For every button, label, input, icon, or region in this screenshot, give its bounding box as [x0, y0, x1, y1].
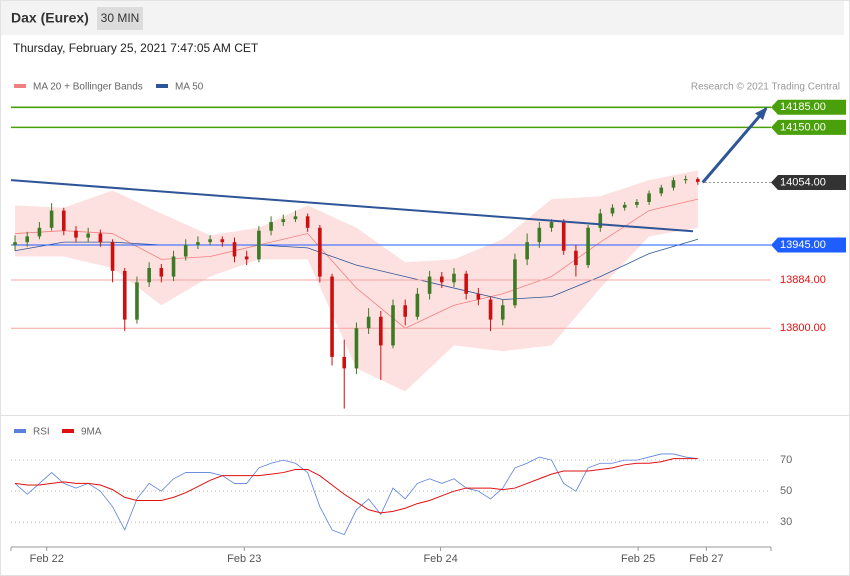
forecast-arrow [701, 107, 768, 184]
candle-body [379, 316, 383, 346]
candle-body [415, 293, 420, 317]
y-tick-label: 30 [780, 516, 792, 528]
ma-line [15, 198, 698, 329]
legend-label: 9MA [81, 427, 102, 438]
level-tag [771, 99, 846, 115]
candle-body [305, 216, 310, 228]
candle-body [74, 230, 78, 238]
candle-body [659, 187, 664, 194]
x-tick-label: Feb 24 [423, 553, 457, 565]
candle-body [232, 242, 237, 257]
candle-body [683, 179, 688, 181]
candle-body [171, 256, 176, 277]
candle-body [281, 219, 286, 223]
candle-body [476, 293, 481, 300]
candle-body [452, 273, 456, 283]
candle-body [561, 222, 566, 251]
candle-body [488, 299, 493, 320]
candle-body [513, 259, 517, 306]
ma-line [14, 238, 698, 300]
candle-body [610, 207, 615, 214]
candle-body [598, 213, 603, 228]
candle-body [464, 273, 468, 294]
interval-label[interactable]: 30 MIN [101, 11, 140, 25]
level-label: 14054.00 [780, 176, 826, 188]
x-tick-label: Feb 23 [227, 553, 261, 565]
level-label: 13945.00 [780, 239, 826, 251]
candle-body [647, 193, 651, 202]
candle-body [269, 222, 273, 231]
level-tag [771, 237, 846, 253]
x-tick-label: Feb 25 [621, 553, 655, 565]
candle-body [61, 210, 66, 231]
candle-body [403, 305, 408, 317]
candle-body [342, 356, 347, 369]
legend-swatch [156, 84, 168, 88]
candle-body [696, 179, 700, 182]
candle-body [391, 305, 395, 346]
level-tag [771, 119, 846, 135]
candle-body [135, 282, 139, 320]
candle-body [427, 276, 432, 294]
candle-body [244, 256, 249, 260]
candle-body [98, 233, 103, 243]
candle-body [318, 227, 322, 277]
credit: Research © 2021 Trading Central [691, 82, 840, 93]
candle-body [183, 245, 188, 257]
candle-body [366, 316, 371, 329]
candle-body [439, 276, 444, 283]
candle-body [549, 222, 554, 228]
interval-button[interactable] [97, 7, 143, 30]
legend-label: MA 20 + Bollinger Bands [33, 82, 143, 93]
candle-body [574, 250, 578, 266]
candle-body [25, 236, 30, 243]
legend-label: RSI [33, 427, 50, 438]
candle-body [208, 239, 212, 243]
candle-body [49, 210, 54, 228]
candle-body [500, 305, 505, 320]
candle-body [354, 328, 359, 369]
legend-swatch [62, 429, 74, 433]
arrow-head [755, 106, 768, 121]
bollinger-band [15, 170, 698, 392]
candle-body [635, 201, 639, 205]
candle-body [537, 227, 542, 243]
legend-swatch [14, 84, 26, 88]
legend-swatch [14, 429, 26, 433]
candle-body [330, 276, 334, 357]
candle-body [293, 216, 298, 220]
candle-body [622, 204, 627, 208]
y-tick-label: 50 [780, 485, 792, 497]
trend-line [10, 179, 694, 233]
candle-body [159, 267, 164, 277]
candle-body [110, 242, 115, 271]
x-tick-label: Feb 22 [30, 553, 64, 565]
candle-body [220, 239, 225, 243]
x-tick-label: Feb 27 [689, 553, 723, 565]
y-tick-label: 70 [780, 454, 792, 466]
legend-label: MA 50 [175, 82, 204, 93]
candle-body [586, 227, 590, 266]
level-label: 13800.00 [780, 322, 826, 334]
level-label: 13884.00 [780, 274, 826, 286]
timestamp: Thursday, February 25, 2021 7:47:05 AM C… [13, 41, 259, 55]
level-label: 14150.00 [780, 121, 826, 133]
candle-body [122, 270, 127, 320]
candle-body [257, 230, 261, 260]
candle-body [671, 180, 676, 188]
candle-body [37, 227, 42, 237]
candle-body [147, 267, 151, 283]
rsi-line [14, 458, 698, 514]
candle-body [525, 242, 529, 260]
instrument-title: Dax (Eurex) [11, 10, 89, 26]
candle-body [196, 242, 200, 246]
level-label: 14185.00 [780, 101, 826, 113]
candle-body [13, 242, 17, 246]
level-tag [771, 174, 846, 190]
candle-body [86, 233, 90, 238]
rsi-line [14, 453, 698, 536]
